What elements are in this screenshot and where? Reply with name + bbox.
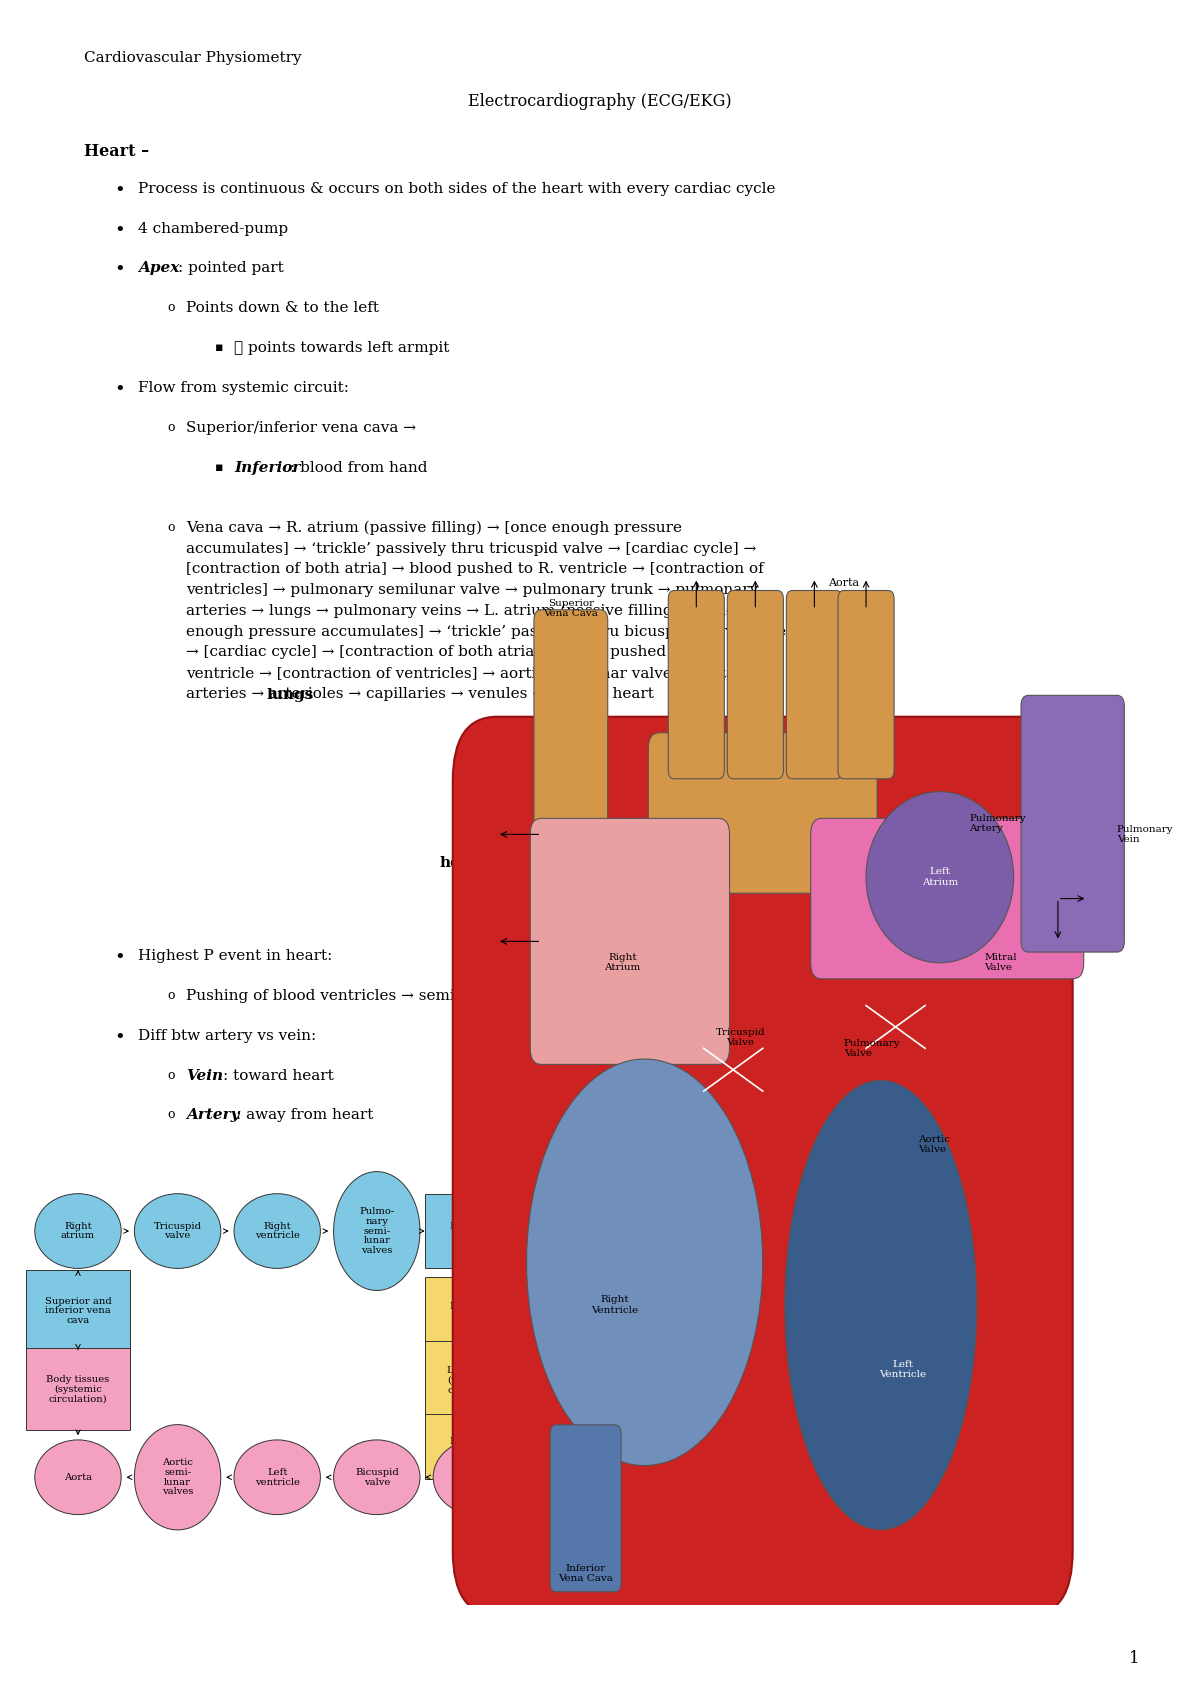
- Ellipse shape: [527, 1060, 763, 1465]
- Text: lungs: lungs: [266, 688, 313, 703]
- FancyBboxPatch shape: [530, 818, 730, 1065]
- Text: Pulmonary
trunk: Pulmonary trunk: [449, 1221, 504, 1241]
- Text: Tricuspid
Valve: Tricuspid Valve: [715, 1027, 766, 1048]
- Text: Pulmonary
Valve: Pulmonary Valve: [844, 1039, 900, 1058]
- Text: Apex: Apex: [138, 261, 179, 275]
- Text: Left
atrium: Left atrium: [460, 1467, 493, 1487]
- Text: ▪: ▪: [215, 341, 224, 355]
- Text: Points down & to the left: Points down & to the left: [186, 301, 379, 316]
- Text: Tricuspid
valve: Tricuspid valve: [154, 1221, 202, 1241]
- Text: •: •: [115, 261, 125, 280]
- FancyBboxPatch shape: [425, 1341, 528, 1420]
- Text: Inferior
Vena Cava: Inferior Vena Cava: [558, 1564, 613, 1583]
- Ellipse shape: [134, 1194, 221, 1268]
- Text: : away from heart: : away from heart: [236, 1109, 373, 1122]
- Text: heart: heart: [439, 856, 485, 869]
- Text: Diff btw artery vs vein:: Diff btw artery vs vein:: [138, 1029, 317, 1043]
- Text: Lung tissue
(pulmonary
circulation): Lung tissue (pulmonary circulation): [446, 1367, 506, 1394]
- Text: ∴ points towards left armpit: ∴ points towards left armpit: [234, 341, 449, 355]
- Text: Electrocardiography (ECG/EKG): Electrocardiography (ECG/EKG): [468, 93, 732, 110]
- Text: Bicuspid
valve: Bicuspid valve: [355, 1467, 398, 1487]
- FancyBboxPatch shape: [811, 818, 1084, 978]
- Ellipse shape: [433, 1440, 520, 1515]
- Text: : toward heart: : toward heart: [223, 1068, 334, 1083]
- Text: Superior/inferior vena cava →: Superior/inferior vena cava →: [186, 421, 416, 435]
- FancyBboxPatch shape: [534, 610, 607, 846]
- Text: Right
atrium: Right atrium: [61, 1221, 95, 1241]
- Text: o: o: [168, 521, 175, 533]
- Text: Pulmonary
veins: Pulmonary veins: [449, 1437, 504, 1457]
- Ellipse shape: [334, 1172, 420, 1290]
- Text: : blood from hand: : blood from hand: [290, 460, 428, 475]
- Ellipse shape: [35, 1440, 121, 1515]
- Ellipse shape: [334, 1440, 420, 1515]
- Text: Left
ventricle: Left ventricle: [254, 1467, 300, 1487]
- FancyBboxPatch shape: [425, 1277, 528, 1345]
- Text: Process is continuous & occurs on both sides of the heart with every cardiac cyc: Process is continuous & occurs on both s…: [138, 182, 775, 195]
- Text: Pulmo-
nary
semi-
lunar
valves: Pulmo- nary semi- lunar valves: [359, 1207, 395, 1255]
- Text: o: o: [168, 988, 175, 1002]
- Text: Mitral
Valve: Mitral Valve: [984, 953, 1016, 973]
- Text: Right
ventricle: Right ventricle: [254, 1221, 300, 1241]
- Text: •: •: [115, 182, 125, 200]
- Text: Aorta: Aorta: [828, 577, 859, 588]
- Text: •: •: [115, 380, 125, 399]
- Text: Right
Ventricle: Right Ventricle: [592, 1296, 638, 1314]
- FancyBboxPatch shape: [648, 734, 877, 893]
- FancyBboxPatch shape: [452, 717, 1073, 1615]
- Ellipse shape: [866, 791, 1014, 963]
- Text: Left
Ventricle: Left Ventricle: [880, 1360, 926, 1379]
- Text: Cardiovascular Physiometry: Cardiovascular Physiometry: [84, 51, 301, 65]
- Text: Pushing of blood ventricles → semilunar valves: Pushing of blood ventricles → semilunar …: [186, 988, 548, 1004]
- FancyBboxPatch shape: [550, 1425, 622, 1591]
- Text: Aortic
semi-
lunar
valves: Aortic semi- lunar valves: [162, 1459, 193, 1496]
- FancyBboxPatch shape: [425, 1414, 528, 1479]
- Text: Heart –: Heart –: [84, 143, 149, 160]
- Text: ▪: ▪: [215, 460, 224, 474]
- Ellipse shape: [785, 1080, 977, 1530]
- Text: Inferior: Inferior: [234, 460, 300, 475]
- FancyBboxPatch shape: [425, 1194, 528, 1268]
- Text: Pulmonary
Vein: Pulmonary Vein: [1117, 825, 1174, 844]
- Text: Superior and
inferior vena
cava: Superior and inferior vena cava: [44, 1297, 112, 1324]
- Text: Vena cava → R. atrium (passive filling) → [once enough pressure
accumulates] → ‘: Vena cava → R. atrium (passive filling) …: [186, 521, 786, 701]
- Text: Body tissues
(systemic
circulation): Body tissues (systemic circulation): [47, 1375, 109, 1403]
- Text: Vein: Vein: [186, 1068, 223, 1083]
- FancyBboxPatch shape: [1021, 696, 1124, 953]
- Ellipse shape: [35, 1194, 121, 1268]
- FancyBboxPatch shape: [668, 591, 725, 779]
- Text: o: o: [168, 421, 175, 435]
- Text: o: o: [168, 1109, 175, 1121]
- Text: o: o: [168, 301, 175, 314]
- Text: •: •: [115, 949, 125, 966]
- Text: Pulmonary
arteries: Pulmonary arteries: [449, 1301, 504, 1321]
- Text: Aorta: Aorta: [64, 1472, 92, 1482]
- Text: Superior
Vena Cava: Superior Vena Cava: [544, 599, 599, 618]
- Text: o: o: [168, 1068, 175, 1082]
- Ellipse shape: [134, 1425, 221, 1530]
- Text: Flow from systemic circuit:: Flow from systemic circuit:: [138, 380, 349, 396]
- Text: 4 chambered-pump: 4 chambered-pump: [138, 222, 288, 236]
- Text: Artery: Artery: [186, 1109, 240, 1122]
- FancyBboxPatch shape: [26, 1270, 130, 1352]
- Text: Right
Atrium: Right Atrium: [605, 953, 641, 973]
- Ellipse shape: [234, 1440, 320, 1515]
- Text: Aortic
Valve: Aortic Valve: [918, 1134, 949, 1155]
- FancyBboxPatch shape: [727, 591, 784, 779]
- Text: •: •: [115, 1029, 125, 1046]
- Text: 1: 1: [1129, 1650, 1140, 1667]
- FancyBboxPatch shape: [26, 1348, 130, 1430]
- Text: : pointed part: : pointed part: [178, 261, 283, 275]
- FancyBboxPatch shape: [838, 591, 894, 779]
- Ellipse shape: [234, 1194, 320, 1268]
- Text: •: •: [115, 222, 125, 239]
- Text: Highest P event in heart:: Highest P event in heart:: [138, 949, 332, 963]
- FancyBboxPatch shape: [786, 591, 842, 779]
- Text: Left
Atrium: Left Atrium: [922, 868, 958, 886]
- Text: Pulmonary
Artery: Pulmonary Artery: [970, 813, 1026, 834]
